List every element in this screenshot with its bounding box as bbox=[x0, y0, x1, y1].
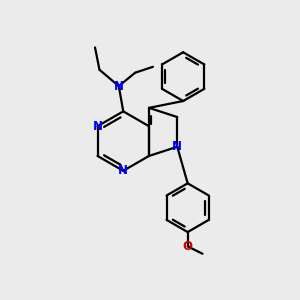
Text: N: N bbox=[172, 140, 182, 153]
Text: N: N bbox=[92, 120, 103, 133]
Text: O: O bbox=[183, 240, 193, 253]
Text: N: N bbox=[114, 80, 124, 93]
Text: N: N bbox=[118, 164, 128, 177]
